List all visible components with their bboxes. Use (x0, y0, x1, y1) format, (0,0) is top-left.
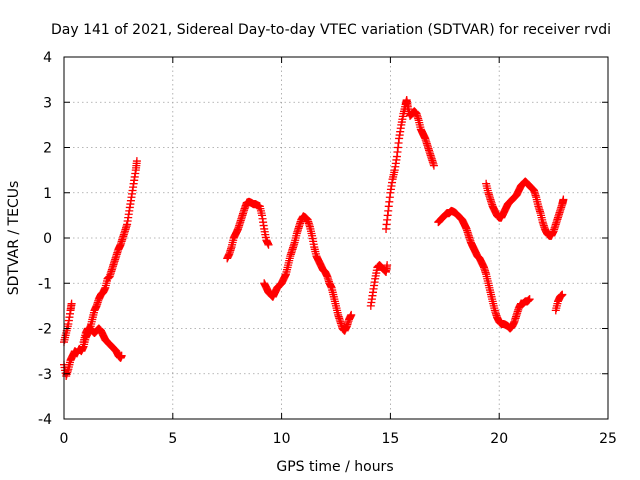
y-tick-label: -4 (38, 412, 52, 428)
y-axis-label: SDTVAR / TECUs (6, 181, 22, 296)
x-axis-label: GPS time / hours (276, 459, 393, 475)
y-tick-label: -3 (38, 367, 52, 383)
y-tick-label: -1 (38, 276, 52, 292)
grid (64, 57, 608, 419)
data-points (60, 95, 568, 381)
data-point (559, 195, 568, 204)
series-arc-2 (60, 157, 141, 381)
y-tick-label: 4 (43, 50, 52, 66)
chart-title: Day 141 of 2021, Sidereal Day-to-day VTE… (51, 22, 611, 38)
series-arc-1 (60, 299, 76, 347)
series-arc-5 (260, 212, 356, 335)
x-tick-label: 20 (490, 431, 508, 447)
y-tick-label: -2 (38, 322, 52, 338)
y-tick-label: 0 (43, 231, 52, 247)
axis-ticks: 0 5 10 15 20 25 -4 -3 -2 -1 0 1 2 3 4 (38, 50, 617, 447)
data-point (264, 240, 273, 249)
series-arc-7 (382, 95, 438, 233)
series-arc-3 (79, 324, 126, 362)
data-point (117, 351, 126, 360)
y-tick-label: 2 (43, 141, 52, 157)
y-tick-label: 3 (43, 95, 52, 111)
data-point (347, 310, 356, 319)
x-tick-label: 0 (60, 431, 69, 447)
data-point (67, 299, 76, 308)
series-arc-4 (223, 197, 273, 263)
x-tick-label: 25 (599, 431, 617, 447)
data-point (132, 157, 141, 166)
series-arc-6 (366, 261, 392, 310)
data-point (383, 261, 392, 270)
x-tick-label: 15 (381, 431, 399, 447)
x-tick-label: 5 (168, 431, 177, 447)
data-point (525, 295, 534, 304)
x-tick-label: 10 (273, 431, 291, 447)
data-point (429, 161, 438, 170)
series-arc-9 (482, 177, 568, 240)
y-tick-label: 1 (43, 186, 52, 202)
series-arc-8 (434, 206, 534, 333)
data-point (558, 290, 567, 299)
series-arc-10 (551, 290, 567, 315)
